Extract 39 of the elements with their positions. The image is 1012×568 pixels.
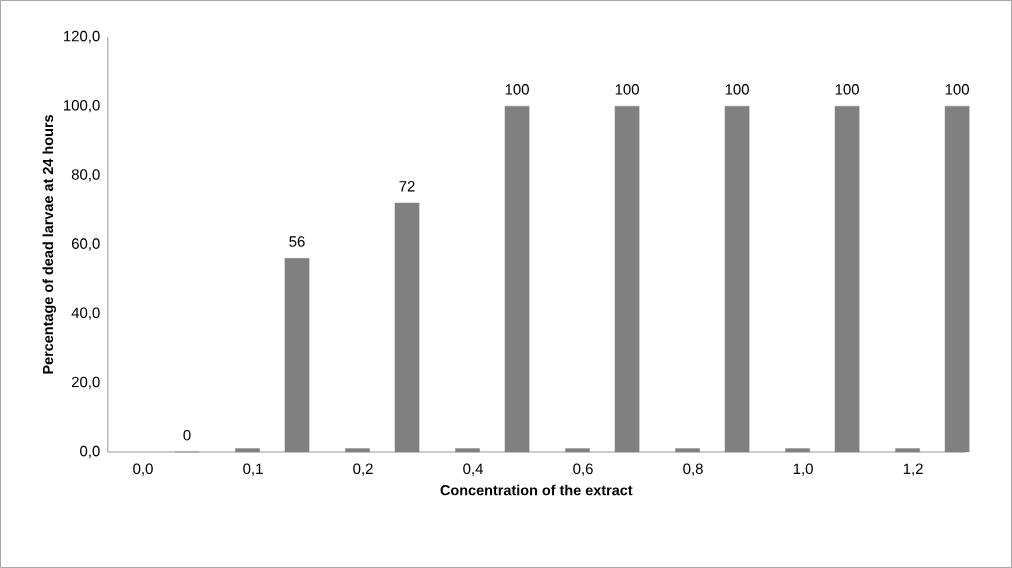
bar <box>675 448 700 453</box>
x-tick-label: 0,6 <box>573 463 593 476</box>
y-tick-label: 100,0 <box>64 99 100 113</box>
data-label: 100 <box>615 84 639 95</box>
y-axis-title: Percentage of dead larvae at 24 hours <box>42 115 57 374</box>
x-tick-label: 0,0 <box>133 463 153 476</box>
x-tick-label: 0,1 <box>243 463 263 476</box>
x-tick-label: 0,4 <box>463 463 483 476</box>
data-label: 56 <box>289 236 305 247</box>
y-tick-label: 40,0 <box>71 307 100 320</box>
x-tick-label: 0,2 <box>353 463 373 476</box>
x-tick-label: 1,2 <box>903 463 923 476</box>
x-tick-label: 1,0 <box>793 463 813 476</box>
y-tick-label: 0,0 <box>80 445 100 459</box>
bar <box>504 105 530 453</box>
data-label: 0 <box>183 429 191 441</box>
bar <box>614 105 640 453</box>
data-label: 100 <box>835 84 859 95</box>
bar <box>834 105 860 453</box>
data-label: 100 <box>725 84 749 95</box>
bar <box>284 258 310 453</box>
bar <box>235 448 260 453</box>
y-tick-label: 120,0 <box>64 30 100 44</box>
x-tick-label: 0,8 <box>683 463 703 476</box>
y-tick-label: 20,0 <box>71 376 100 389</box>
bar <box>345 448 370 453</box>
data-label: 100 <box>505 84 529 95</box>
data-label: 72 <box>399 181 415 192</box>
bar <box>565 448 590 453</box>
bar <box>724 105 750 453</box>
bar <box>785 448 810 453</box>
data-label: 100 <box>945 84 969 95</box>
bar <box>394 202 420 453</box>
bar <box>944 105 970 453</box>
y-tick-label: 80,0 <box>71 169 100 182</box>
bar <box>895 448 920 453</box>
x-axis-title: Concentration of the extract <box>440 484 633 496</box>
bar <box>455 448 480 453</box>
y-tick-label: 60,0 <box>71 238 100 251</box>
